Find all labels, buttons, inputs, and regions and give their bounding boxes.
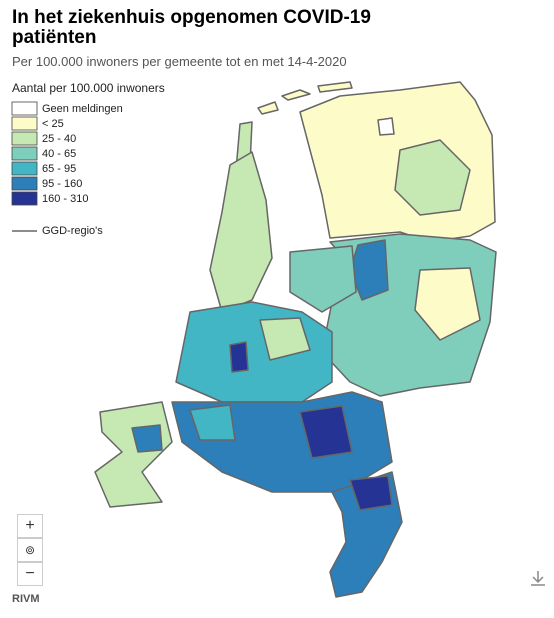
region-zeeland bbox=[94, 401, 173, 508]
legend-label: 40 - 65 bbox=[42, 148, 76, 160]
island bbox=[257, 101, 279, 115]
legend-swatch bbox=[11, 131, 38, 146]
subtitle: Per 100.000 inwoners per gemeente tot en… bbox=[12, 54, 347, 69]
legend-swatch bbox=[11, 176, 38, 191]
download-icon[interactable] bbox=[528, 568, 548, 588]
source: RIVM bbox=[12, 593, 40, 605]
legend-swatch bbox=[11, 161, 38, 176]
reset-button[interactable]: ⊚ bbox=[17, 538, 43, 562]
title: In het ziekenhuis opgenomen COVID-19 pat… bbox=[12, 7, 371, 48]
legend-swatch bbox=[11, 116, 38, 131]
region-brabant bbox=[171, 391, 393, 493]
legend-label: Geen meldingen bbox=[42, 103, 123, 115]
region bbox=[229, 341, 249, 373]
legend-label: 25 - 40 bbox=[42, 133, 76, 145]
region bbox=[259, 317, 311, 361]
region bbox=[414, 267, 481, 341]
region bbox=[394, 139, 471, 216]
legend-label: 160 - 310 bbox=[42, 193, 88, 205]
region bbox=[189, 404, 236, 441]
region-nh bbox=[209, 151, 273, 313]
island bbox=[281, 89, 311, 101]
region-flevoland bbox=[289, 245, 357, 313]
legend-swatch bbox=[11, 101, 38, 116]
region bbox=[349, 475, 393, 511]
legend-label: < 25 bbox=[42, 118, 64, 130]
region bbox=[299, 405, 353, 459]
legend-border-label: GGD-regio's bbox=[42, 225, 103, 237]
region-north bbox=[299, 81, 496, 243]
legend-swatch bbox=[11, 146, 38, 161]
region-west bbox=[175, 301, 333, 403]
legend-label: 95 - 160 bbox=[42, 178, 82, 190]
region bbox=[377, 117, 395, 136]
legend: Aantal per 100.000 inwoners Geen melding… bbox=[11, 81, 165, 237]
legend-label: 65 - 95 bbox=[42, 163, 76, 175]
region bbox=[131, 424, 163, 453]
zoom-in-button[interactable]: + bbox=[17, 514, 43, 538]
island bbox=[317, 81, 353, 93]
zoom-out-button[interactable]: − bbox=[17, 562, 43, 586]
map bbox=[94, 81, 497, 598]
legend-title: Aantal per 100.000 inwoners bbox=[12, 81, 165, 95]
legend-swatch bbox=[11, 191, 38, 206]
